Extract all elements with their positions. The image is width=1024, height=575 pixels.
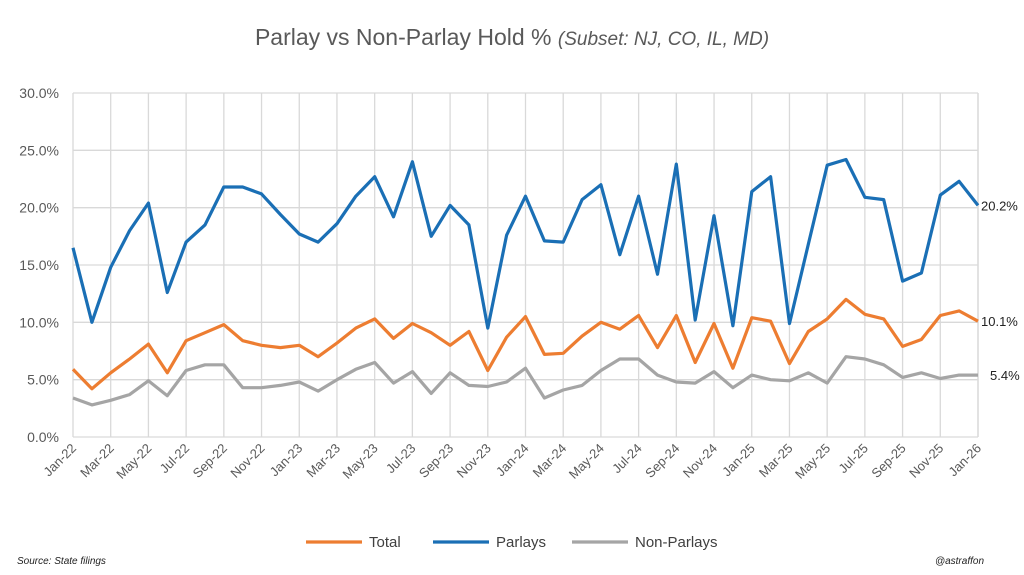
x-tick-label: Mar-23: [303, 441, 343, 481]
x-tick-label: Mar-22: [77, 441, 117, 481]
chart-title: Parlay vs Non-Parlay Hold % (Subset: NJ,…: [0, 24, 1024, 51]
x-tick-label: Nov-23: [454, 441, 494, 481]
source-note: Source: State filings: [17, 556, 106, 567]
y-tick-label: 25.0%: [19, 142, 59, 158]
y-tick-label: 15.0%: [19, 257, 59, 273]
x-tick-label: Sep-24: [642, 441, 682, 481]
y-tick-label: 20.0%: [19, 200, 59, 216]
x-tick-label: Jan-23: [267, 441, 306, 480]
series-line-total: [71, 297, 979, 391]
x-tick-label: May-25: [792, 441, 833, 482]
x-tick-label: Jan-22: [40, 441, 79, 480]
y-tick-label: 0.0%: [27, 429, 59, 445]
x-tick-label: Jan-24: [493, 441, 532, 480]
end-value-label: 5.4%: [990, 368, 1020, 383]
x-tick-label: May-22: [113, 441, 154, 482]
title-subtitle: (Subset: NJ, CO, IL, MD): [557, 29, 770, 50]
y-tick-label: 30.0%: [19, 85, 59, 101]
x-tick-label: Sep-22: [190, 441, 230, 481]
end-value-label: 10.1%: [981, 314, 1018, 329]
x-tick-label: Jul-24: [609, 441, 645, 477]
x-tick-label: Sep-25: [868, 441, 908, 481]
x-tick-label: Mar-24: [530, 441, 570, 481]
x-tick-label: Mar-25: [756, 441, 796, 481]
x-tick-label: May-24: [566, 441, 607, 482]
y-tick-label: 5.0%: [27, 372, 59, 388]
x-tick-label: Nov-25: [906, 441, 946, 481]
x-tick-label: Jan-26: [945, 441, 984, 480]
end-value-label: 20.2%: [981, 198, 1018, 213]
credit-note: @astraffon: [934, 556, 984, 567]
x-tick-label: Sep-23: [416, 441, 456, 481]
x-tick-label: Jul-25: [835, 441, 871, 477]
legend-label: Parlays: [496, 534, 546, 551]
x-tick-label: Jan-25: [719, 441, 758, 480]
title-main: Parlay vs Non-Parlay Hold %: [254, 24, 552, 50]
series-line-non-parlays: [72, 355, 978, 407]
x-tick-label: Nov-22: [227, 441, 267, 481]
x-tick-label: Nov-24: [680, 441, 720, 481]
x-tick-label: Jul-22: [157, 441, 193, 477]
legend-label: Non-Parlays: [635, 534, 718, 551]
series-line-parlays: [71, 157, 980, 330]
y-tick-label: 10.0%: [19, 314, 59, 330]
x-tick-label: May-23: [340, 441, 381, 482]
x-tick-label: Jul-23: [383, 441, 419, 477]
legend-label: Total: [369, 534, 401, 551]
